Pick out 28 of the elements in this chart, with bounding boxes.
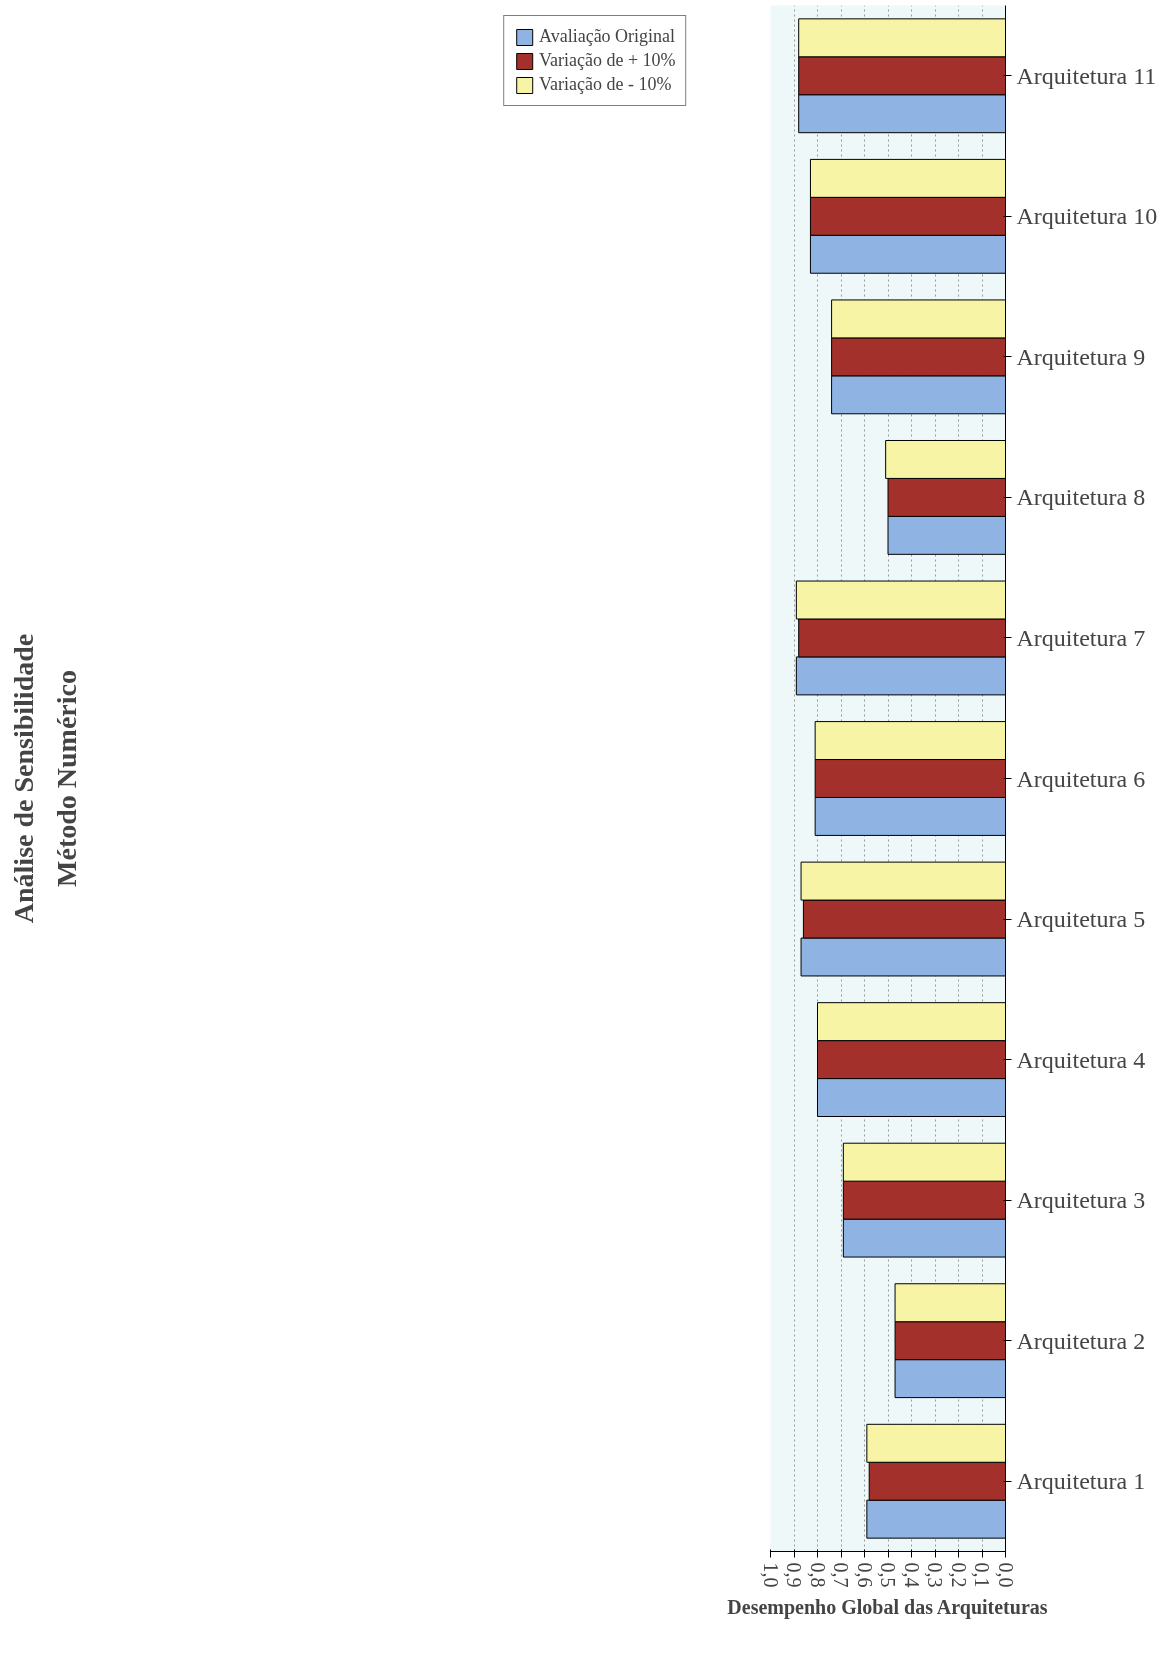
y-tick-label: Arquitetura 1 [1016, 1468, 1146, 1495]
x-tick-label: 0,6 [853, 1562, 876, 1588]
legend-label: Variação de + 10% [539, 50, 676, 71]
y-tick-label: Arquitetura 5 [1016, 906, 1146, 933]
y-tick-label: Arquitetura 7 [1016, 624, 1146, 651]
y-tick-label: Arquitetura 8 [1016, 484, 1146, 511]
y-tick-label: Arquitetura 2 [1016, 1327, 1146, 1354]
y-tick-label: Arquitetura 11 [1016, 62, 1157, 89]
y-tick-label: Arquitetura 3 [1016, 1187, 1146, 1214]
x-tick-label: 0,0 [994, 1562, 1017, 1588]
x-tick-label: 1,0 [759, 1562, 782, 1588]
x-tick-label: 0,1 [971, 1562, 993, 1588]
legend-label: Variação de - 10% [539, 74, 672, 95]
x-tick-label: 0,4 [900, 1562, 923, 1588]
y-tick-label: Arquitetura 4 [1016, 1046, 1146, 1073]
x-tick-label: 0,9 [783, 1562, 805, 1588]
y-tick-label: Arquitetura 6 [1016, 765, 1146, 792]
legend-label: Avaliação Original [539, 26, 676, 47]
text: Método Numérico [50, 670, 82, 887]
x-tick-label: 0,7 [830, 1562, 852, 1588]
y-tick-label: Arquitetura 9 [1016, 343, 1146, 370]
y-tick-label: Arquitetura 10 [1016, 203, 1158, 230]
x-tick-label: 0,2 [947, 1562, 970, 1588]
x-tick-label: 0,5 [877, 1562, 899, 1588]
x-tick-label: 0,3 [924, 1562, 946, 1588]
text: Análise de Sensibilidade [7, 633, 39, 924]
x-axis-title: Desempenho Global das Arquiteturas [727, 1595, 1048, 1619]
x-tick-label: 0,8 [806, 1562, 829, 1588]
